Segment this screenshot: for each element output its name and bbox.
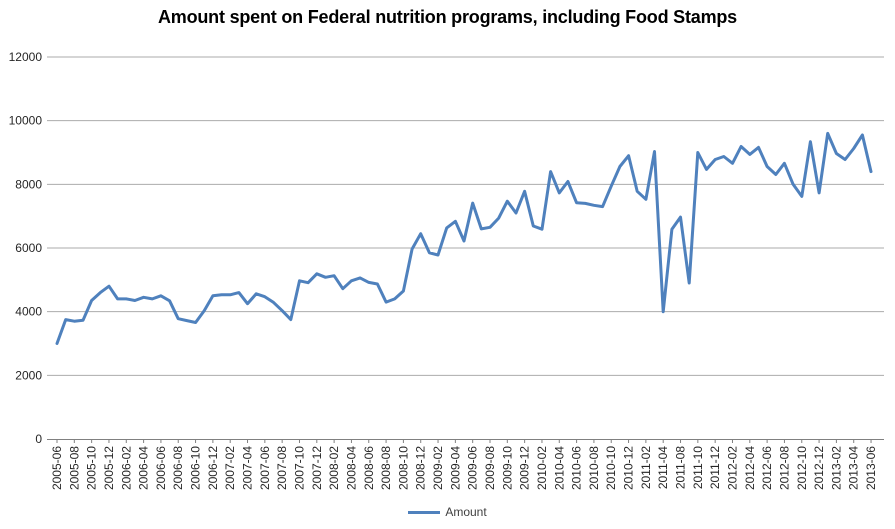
svg-text:2009-04: 2009-04 [448, 446, 462, 490]
svg-text:2007-02: 2007-02 [223, 446, 237, 490]
x-tick-marks [56, 439, 872, 443]
svg-text:2011-08: 2011-08 [674, 446, 688, 489]
svg-text:2012-06: 2012-06 [760, 446, 774, 490]
svg-text:2005-06: 2005-06 [50, 446, 64, 490]
svg-text:0: 0 [35, 432, 42, 446]
svg-text:2013-02: 2013-02 [829, 446, 843, 490]
svg-text:2006-12: 2006-12 [206, 446, 220, 490]
y-axis-labels: 0 2000 4000 6000 8000 10000 12000 [9, 50, 43, 446]
svg-text:2008-02: 2008-02 [327, 446, 341, 490]
svg-text:2006-06: 2006-06 [154, 446, 168, 490]
svg-text:2011-12: 2011-12 [708, 446, 722, 489]
x-axis-labels: 2005-06 2005-08 2005-10 2005-12 2006-02 2006-… [50, 446, 878, 490]
svg-text:8000: 8000 [15, 177, 42, 191]
y-gridlines [47, 56, 884, 376]
legend: Amount [0, 505, 895, 519]
svg-text:2012-10: 2012-10 [795, 446, 809, 490]
legend-line-swatch [408, 510, 441, 514]
svg-text:2008-08: 2008-08 [379, 446, 393, 490]
svg-text:2007-10: 2007-10 [292, 446, 306, 490]
svg-text:2010-06: 2010-06 [570, 446, 584, 490]
svg-text:2011-10: 2011-10 [691, 446, 705, 489]
svg-text:2012-04: 2012-04 [743, 446, 757, 490]
svg-text:2010-08: 2010-08 [587, 446, 601, 490]
svg-text:2005-12: 2005-12 [102, 446, 116, 490]
svg-text:2005-08: 2005-08 [67, 446, 81, 490]
svg-text:2007-04: 2007-04 [241, 446, 255, 490]
svg-text:2012-08: 2012-08 [777, 446, 791, 490]
svg-text:2008-04: 2008-04 [344, 446, 358, 490]
svg-text:2006-02: 2006-02 [119, 446, 133, 490]
svg-text:6000: 6000 [15, 241, 42, 255]
chart-title: Amount spent on Federal nutrition progra… [157, 7, 737, 27]
svg-text:2013-06: 2013-06 [864, 446, 878, 490]
svg-text:2008-12: 2008-12 [414, 446, 428, 490]
svg-text:2011-04: 2011-04 [656, 446, 670, 489]
svg-text:2007-12: 2007-12 [310, 446, 324, 490]
svg-text:2009-12: 2009-12 [518, 446, 532, 490]
svg-text:2010-02: 2010-02 [535, 446, 549, 490]
svg-text:2007-06: 2007-06 [258, 446, 272, 490]
svg-text:10000: 10000 [9, 114, 43, 128]
svg-text:2009-10: 2009-10 [500, 446, 514, 490]
svg-text:4000: 4000 [15, 305, 42, 319]
amount-line-series [55, 131, 873, 345]
svg-text:2012-02: 2012-02 [725, 446, 739, 490]
svg-text:12000: 12000 [9, 50, 43, 64]
svg-text:2005-10: 2005-10 [85, 446, 99, 490]
svg-text:2006-04: 2006-04 [137, 446, 151, 490]
svg-text:2011-02: 2011-02 [639, 446, 653, 489]
svg-text:2008-10: 2008-10 [396, 446, 410, 490]
svg-text:2010-10: 2010-10 [604, 446, 618, 490]
svg-text:2010-12: 2010-12 [622, 446, 636, 490]
svg-text:2013-04: 2013-04 [847, 446, 861, 490]
svg-text:2009-02: 2009-02 [431, 446, 445, 490]
svg-text:2009-06: 2009-06 [466, 446, 480, 490]
svg-text:2012-12: 2012-12 [812, 446, 826, 490]
svg-text:2000: 2000 [15, 368, 42, 382]
svg-text:2006-10: 2006-10 [189, 446, 203, 490]
legend-label: Amount [445, 505, 487, 519]
svg-text:2007-08: 2007-08 [275, 446, 289, 490]
svg-text:2009-08: 2009-08 [483, 446, 497, 490]
svg-text:2010-04: 2010-04 [552, 446, 566, 490]
svg-text:2006-08: 2006-08 [171, 446, 185, 490]
svg-text:2008-06: 2008-06 [362, 446, 376, 490]
